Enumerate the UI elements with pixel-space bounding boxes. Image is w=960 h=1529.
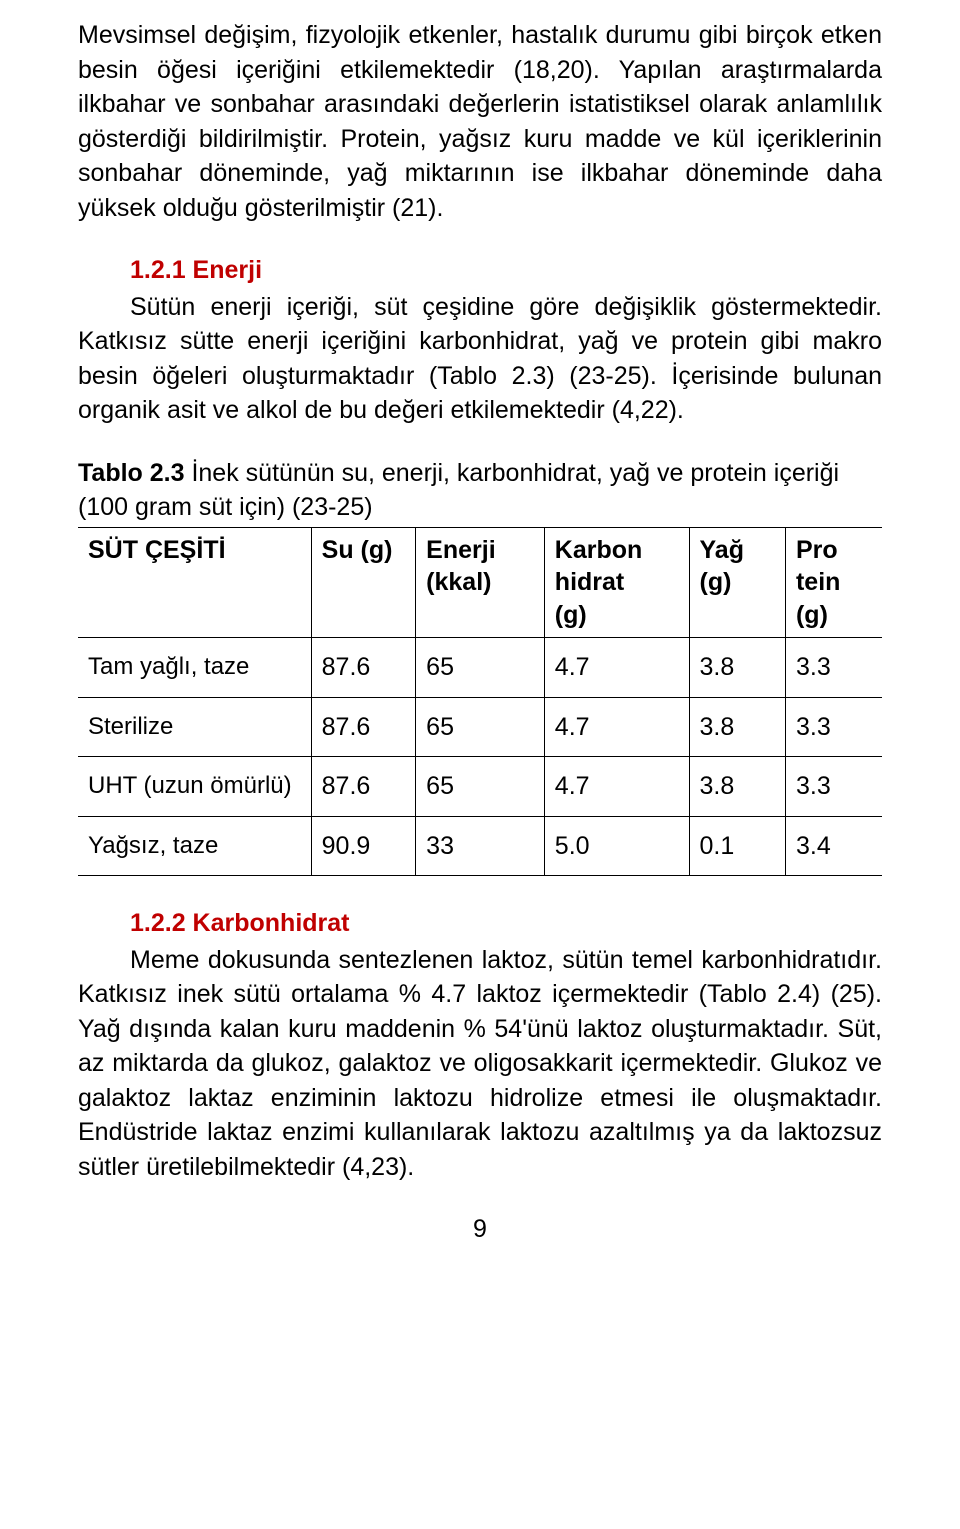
cell-type: UHT (uzun ömürlü): [78, 757, 311, 817]
cell-carb: 4.7: [544, 697, 689, 757]
table-caption: Tablo 2.3 İnek sütünün su, enerji, karbo…: [78, 456, 882, 525]
cell-carb: 5.0: [544, 816, 689, 876]
cell-energy: 65: [416, 757, 545, 817]
section-body-carb: Meme dokusunda sentezlenen laktoz, sütün…: [78, 943, 882, 1185]
table-row: Yağsız, taze 90.9 33 5.0 0.1 3.4: [78, 816, 882, 876]
col-header-sub: (g): [700, 568, 732, 596]
cell-su: 87.6: [311, 697, 416, 757]
cell-prot: 3.3: [785, 638, 882, 698]
cell-energy: 33: [416, 816, 545, 876]
table-caption-number: Tablo 2.3: [78, 459, 185, 487]
table-row: Sterilize 87.6 65 4.7 3.8 3.3: [78, 697, 882, 757]
col-header-label: Yağ: [700, 536, 744, 564]
section-heading-carb: 1.2.2 Karbonhidrat: [130, 906, 882, 941]
cell-energy: 65: [416, 697, 545, 757]
cell-prot: 3.4: [785, 816, 882, 876]
section-carbohydrate: 1.2.2 Karbonhidrat Meme dokusunda sentez…: [78, 906, 882, 1184]
cell-fat: 0.1: [689, 816, 785, 876]
col-header-sub: hidrat(g): [555, 568, 624, 629]
section-body-energy: Sütün enerji içeriği, süt çeşidine göre …: [78, 290, 882, 428]
cell-su: 87.6: [311, 757, 416, 817]
cell-energy: 65: [416, 638, 545, 698]
cell-prot: 3.3: [785, 697, 882, 757]
cell-carb: 4.7: [544, 757, 689, 817]
col-header-type: SÜT ÇEŞİTİ: [78, 527, 311, 638]
cell-type: Tam yağlı, taze: [78, 638, 311, 698]
cell-fat: 3.8: [689, 757, 785, 817]
nutrition-table: SÜT ÇEŞİTİ Su (g) Enerji (kkal) Karbon h…: [78, 527, 882, 877]
col-header-sub: (kkal): [426, 568, 491, 596]
table-header-row: SÜT ÇEŞİTİ Su (g) Enerji (kkal) Karbon h…: [78, 527, 882, 638]
table-caption-text: İnek sütünün su, enerji, karbonhidrat, y…: [78, 459, 839, 522]
col-header-fat: Yağ (g): [689, 527, 785, 638]
cell-su: 87.6: [311, 638, 416, 698]
col-header-label: Pro: [796, 536, 838, 564]
col-header-label: Su (g): [322, 536, 393, 564]
section-heading-energy: 1.2.1 Enerji: [130, 253, 882, 288]
section-energy: 1.2.1 Enerji Sütün enerji içeriği, süt ç…: [78, 253, 882, 428]
col-header-energy: Enerji (kkal): [416, 527, 545, 638]
col-header-label: SÜT ÇEŞİTİ: [88, 536, 226, 564]
table-row: Tam yağlı, taze 87.6 65 4.7 3.8 3.3: [78, 638, 882, 698]
page: Mevsimsel değişim, fizyolojik etkenler, …: [0, 0, 960, 1529]
col-header-sub: tein(g): [796, 568, 840, 629]
intro-paragraph: Mevsimsel değişim, fizyolojik etkenler, …: [78, 18, 882, 225]
cell-su: 90.9: [311, 816, 416, 876]
col-header-carb: Karbon hidrat(g): [544, 527, 689, 638]
cell-prot: 3.3: [785, 757, 882, 817]
cell-fat: 3.8: [689, 697, 785, 757]
cell-fat: 3.8: [689, 638, 785, 698]
col-header-su: Su (g): [311, 527, 416, 638]
col-header-label: Karbon: [555, 536, 643, 564]
cell-type: Yağsız, taze: [78, 816, 311, 876]
cell-type: Sterilize: [78, 697, 311, 757]
col-header-protein: Pro tein(g): [785, 527, 882, 638]
table-row: UHT (uzun ömürlü) 87.6 65 4.7 3.8 3.3: [78, 757, 882, 817]
page-number: 9: [78, 1212, 882, 1247]
col-header-label: Enerji: [426, 536, 495, 564]
cell-carb: 4.7: [544, 638, 689, 698]
